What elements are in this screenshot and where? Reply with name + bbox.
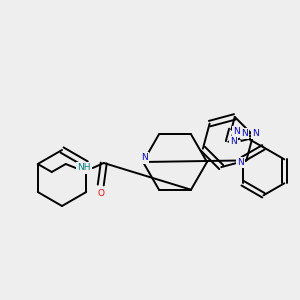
Text: NH: NH	[77, 164, 91, 172]
Text: N: N	[233, 127, 240, 136]
Text: N: N	[237, 158, 244, 167]
Text: N: N	[142, 154, 148, 163]
Text: N: N	[252, 129, 259, 138]
Text: N: N	[230, 137, 237, 146]
Text: N: N	[241, 129, 248, 138]
Text: O: O	[97, 188, 104, 197]
